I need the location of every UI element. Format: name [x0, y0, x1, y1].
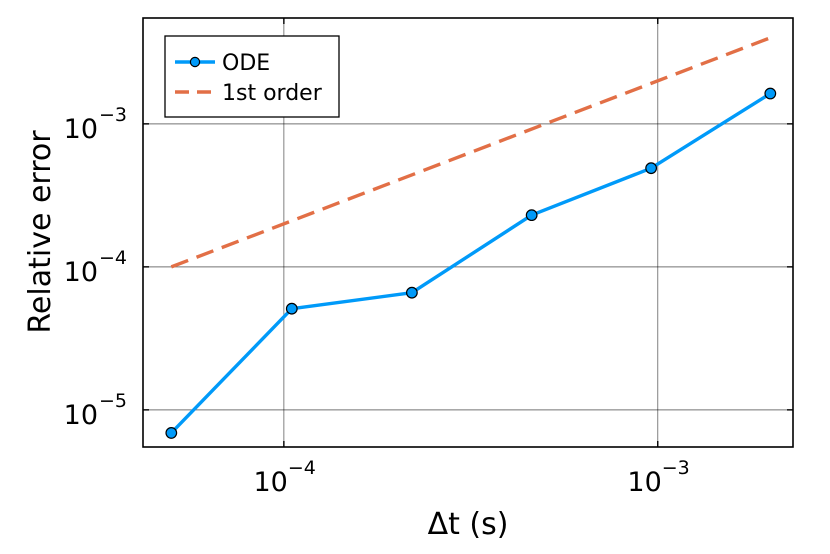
legend: ODE 1st order	[164, 35, 340, 118]
y-tick-label: 10 −4	[64, 247, 127, 288]
legend-box	[164, 35, 340, 118]
y-axis: 10−510−410−3	[64, 104, 793, 431]
x-tick-base: 10	[627, 467, 661, 498]
x-tick-exponent: −3	[662, 457, 690, 479]
grid	[143, 18, 793, 447]
data-point-ode	[764, 87, 777, 100]
legend-ode-marker	[189, 56, 201, 68]
legend-ode-label: ODE	[222, 51, 270, 76]
plot-area	[165, 36, 777, 439]
y-tick-base: 10	[64, 114, 98, 145]
y-tick-exponent: −4	[99, 247, 127, 269]
data-point-ode	[165, 427, 178, 439]
data-point-ode	[405, 286, 418, 299]
x-tick-base: 10	[254, 467, 288, 498]
plot-frame	[142, 17, 794, 448]
y-tick-base: 10	[64, 400, 98, 431]
x-axis-label: Δt (s)	[428, 507, 509, 542]
y-tick-label: 10 −3	[64, 104, 127, 145]
x-tick-exponent: −4	[288, 457, 316, 479]
y-tick-exponent: −3	[99, 104, 127, 126]
series-line-ode	[170, 92, 772, 435]
y-tick-exponent: −5	[99, 390, 127, 412]
x-axis: 10 −4 10 −3	[254, 18, 690, 498]
data-point-ode	[525, 209, 538, 222]
y-axis-label: Relative error	[23, 130, 58, 334]
data-point-ode	[285, 302, 298, 315]
data-point-ode	[645, 162, 658, 175]
y-tick-base: 10	[64, 257, 98, 288]
x-tick-label: 10 −3	[627, 457, 689, 498]
x-tick-label: 10 −4	[254, 457, 316, 498]
y-tick-label: 10 −5	[64, 390, 127, 431]
legend-first-order-label: 1st order	[222, 81, 323, 106]
